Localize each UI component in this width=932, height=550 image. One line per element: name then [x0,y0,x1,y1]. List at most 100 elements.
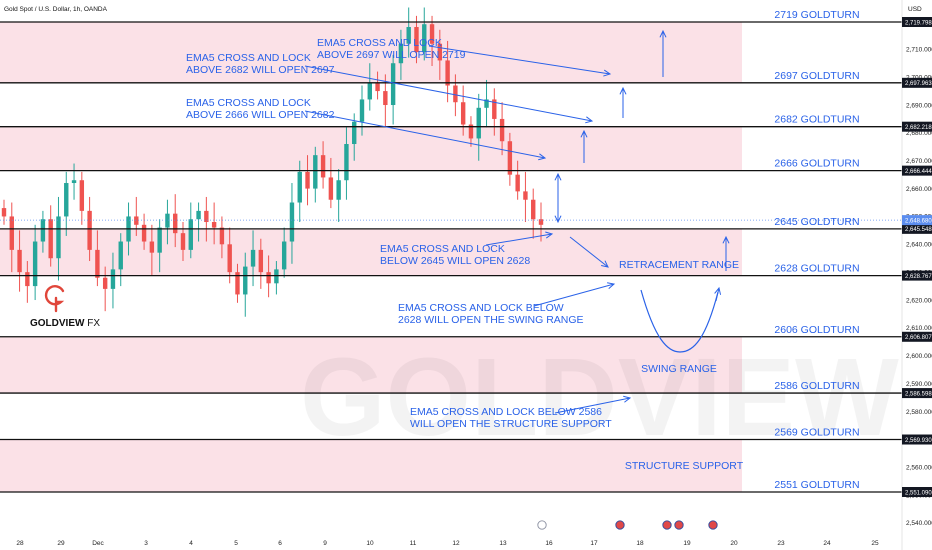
arrow-head [659,29,667,38]
annotation-line: 2628 WILL OPEN THE SWING RANGE [398,314,584,326]
event-icon [537,520,547,530]
candle-body [110,269,116,289]
x-tick-label: 18 [636,540,644,547]
x-tick-label: 17 [590,540,598,547]
y-tick-label: 2,660.000 [906,186,932,193]
annotation-line: EMA5 CROSS AND LOCK [186,52,311,64]
x-tick-label: 28 [16,540,24,547]
y-tick-label: 2,690.000 [906,102,932,109]
candle-body [383,91,388,106]
candle-body [336,180,341,200]
shaded-zone-lower [0,439,742,492]
event-icon [615,520,625,530]
annotation-text: EMA5 CROSS AND LOCK ABOVE 2697 WILL OPEN … [317,37,466,61]
x-tick-label: 29 [57,540,65,547]
level-label: 2666 GOLDTURN [774,158,859,170]
candle-body [64,183,69,217]
arrow-shaft [304,65,593,122]
y-tick-label: 2,620.000 [906,297,932,304]
level-label: 2569 GOLDTURN [774,427,859,439]
level-labels: 2719 GOLDTURN 2697 GOLDTURN 2682 GOLDTURN 2… [774,9,859,491]
x-tick-label: 13 [499,540,507,547]
candle-body [157,227,162,253]
watermark: GOLDVIEW FX [300,336,932,459]
candle-body [243,266,248,295]
y-tick-label: 2,590.000 [906,381,932,388]
annotation-line: ABOVE 2697 WILL OPEN 2719 [317,49,466,61]
candle-body [173,213,178,234]
price-badge-label: 2,606.807 [905,335,932,341]
event-icon [674,520,684,530]
candle-body [531,199,536,220]
price-badge [902,223,932,234]
candle-body [297,171,302,203]
candle-body [328,177,334,200]
level-label: 2645 GOLDTURN [774,216,859,228]
arrow-shaft [428,45,611,75]
candle-body [484,99,489,108]
candle-body [211,222,217,228]
annotation-text: EMA5 CROSS AND LOCK BELOW 2628 WILL OPEN … [398,302,584,326]
level-lines [0,21,902,493]
annotation-line: EMA5 CROSS AND LOCK [380,243,505,255]
brand-logo: GOLDVIEW FX [30,285,100,329]
annotation-line: ABOVE 2682 WILL OPEN 2697 [186,64,335,76]
arrow-head [722,235,730,244]
price-badge [902,121,932,132]
candle-body [352,121,357,145]
level-label: 2586 GOLDTURN [774,380,859,392]
x-tick-label: 10 [366,540,374,547]
arrow-head [554,172,562,181]
candle-body [118,241,123,270]
brand-logo-icon [44,285,65,306]
annotation-text: EMA5 CROSS AND LOCK ABOVE 2682 WILL OPEN … [186,52,335,76]
x-tick-label: 25 [871,540,879,547]
annotation-line: WILL OPEN THE STRUCTURE SUPPORT [410,418,612,430]
annotation-line: EMA5 CROSS AND LOCK BELOW 2586 [410,406,602,418]
candle-body [196,210,201,220]
candle-body [71,180,77,184]
price-badge-label: 2,628.767 [905,274,932,280]
candle-body [429,24,435,44]
x-tick-label: 19 [683,540,691,547]
candle-body [313,155,318,189]
arrow-shaft [485,233,553,246]
level-label: 2719 GOLDTURN [774,9,859,21]
shaded-zone [0,22,742,83]
candle-body [492,99,497,119]
zone-label: RETRACEMENT RANGE [619,259,739,271]
x-tick-label: 9 [323,540,327,547]
candle-body [460,102,466,125]
candle-body [445,60,450,86]
candle-body [305,171,310,189]
y-tick-label: 2,610.000 [906,325,932,332]
event-icon [662,520,672,530]
price-badge-label: 2,682.218 [905,125,932,131]
candle-body [468,124,474,139]
annotation-text: EMA5 CROSS AND LOCK ABOVE 2666 WILL OPEN … [186,97,335,121]
zone-label: STRUCTURE SUPPORT [625,460,744,472]
arrow-head [714,286,722,295]
annotation-text: EMA5 CROSS AND LOCK BELOW 2645 WILL OPEN … [380,243,530,267]
shaded-zone [0,336,742,394]
y-tick-label: 2,560.000 [906,464,932,471]
candle-body [499,118,505,142]
annotation-line: BELOW 2645 WILL OPEN 2628 [380,255,530,267]
zone-label: SWING RANGE [641,363,717,375]
price-badge-label: 2,719.798 [905,20,932,26]
candle-body [32,241,38,287]
candle-body [134,216,139,225]
candle-body [437,43,443,61]
level-label: 2697 GOLDTURN [774,70,859,82]
y-tick-label: 2,580.000 [906,409,932,416]
level-label: 2606 GOLDTURN [774,324,859,336]
arrow-head [603,69,612,77]
candle-body [250,249,256,267]
brand-name-light: FX [84,318,100,329]
candle-body [17,249,22,273]
candle-body [320,155,326,178]
candle-body [87,210,92,250]
arrow-shaft [304,110,546,159]
candle-body [258,249,264,273]
